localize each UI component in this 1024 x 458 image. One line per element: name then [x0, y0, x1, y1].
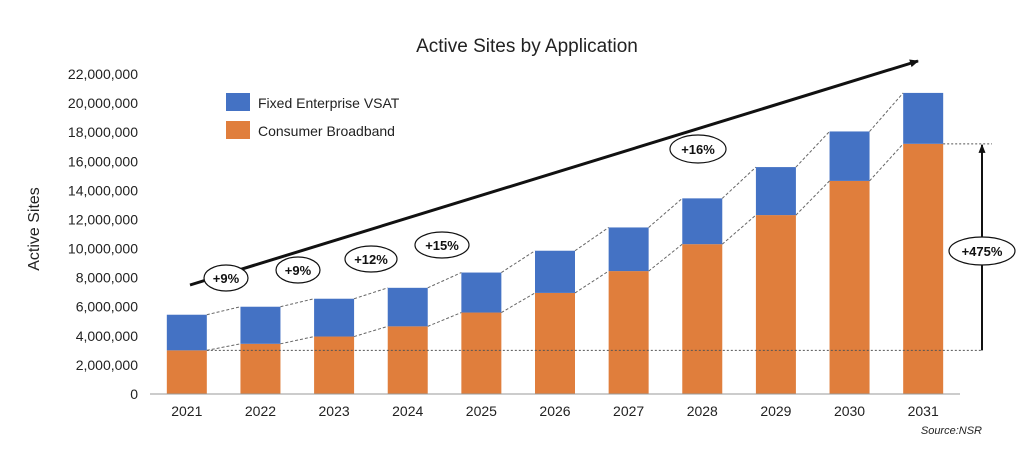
- growth-trend-arrow: [189, 59, 919, 287]
- y-tick-label: 10,000,000: [68, 241, 138, 257]
- growth-label-5: +16%: [669, 134, 727, 164]
- y-tick-label: 18,000,000: [68, 124, 138, 140]
- connector-line-total: [795, 131, 830, 168]
- bar-fixed-enterprise-vsat: [682, 198, 723, 245]
- y-tick-label: 2,000,000: [76, 357, 138, 373]
- total-growth-label: +475%: [962, 244, 1003, 259]
- bar-fixed-enterprise-vsat: [387, 287, 428, 327]
- x-tick-label: 2029: [760, 403, 791, 419]
- bar-consumer-broadband: [608, 271, 649, 394]
- total-growth-annotation: +475%: [206, 143, 1016, 351]
- bar-connector-lines: [206, 92, 904, 351]
- bar-fixed-enterprise-vsat: [535, 250, 575, 293]
- connector-line-total: [280, 298, 315, 308]
- bar-fixed-enterprise-vsat: [829, 131, 870, 181]
- bar-consumer-broadband: [387, 326, 428, 394]
- connector-line-total: [721, 166, 757, 199]
- y-tick-label: 8,000,000: [76, 270, 138, 286]
- legend-label-fixed-enterprise-vsat: Fixed Enterprise VSAT: [258, 95, 400, 111]
- y-axis-ticks: 0 2,000,000 4,000,000 6,000,000 8,000,000 10,…: [68, 66, 138, 402]
- x-tick-label: 2027: [613, 403, 644, 419]
- growth-label-text: +15%: [425, 238, 459, 253]
- bar-consumer-broadband: [903, 143, 944, 394]
- bar-consumer-broadband: [829, 180, 870, 394]
- bar-consumer-broadband: [682, 244, 723, 394]
- growth-label-1: +9%: [203, 264, 249, 292]
- legend-swatch-fixed-enterprise-vsat: [226, 93, 250, 111]
- y-tick-label: 20,000,000: [68, 95, 138, 111]
- bar-fixed-enterprise-vsat: [461, 272, 502, 313]
- trend-arrow-line: [189, 59, 919, 287]
- total-growth-bubble: [948, 236, 1016, 266]
- bar-fixed-enterprise-vsat: [166, 314, 207, 351]
- x-axis-ticks: 2021 2022 2023 2024 2025 2026 2027 2028 2029 2030…: [171, 403, 939, 419]
- bar-fixed-enterprise-vsat: [903, 92, 944, 144]
- connector-line-total: [574, 227, 609, 252]
- connector-line-broadband: [280, 336, 315, 345]
- bar-consumer-broadband: [314, 336, 355, 394]
- growth-bubble: [414, 231, 470, 259]
- bar-consumer-broadband: [461, 312, 502, 394]
- connector-line-broadband: [795, 180, 830, 216]
- growth-label-text: +16%: [681, 142, 715, 157]
- legend: Fixed Enterprise VSAT Consumer Broadband: [226, 93, 400, 139]
- growth-label-text: +9%: [285, 263, 312, 278]
- bar-fixed-enterprise-vsat: [314, 298, 355, 337]
- bar-consumer-broadband: [535, 292, 575, 394]
- x-tick-label: 2022: [245, 403, 276, 419]
- connector-line-total: [648, 197, 683, 228]
- y-tick-label: 16,000,000: [68, 153, 138, 169]
- connector-line-broadband: [574, 270, 609, 294]
- bars: [166, 92, 944, 394]
- chart-title: Active Sites by Application: [416, 36, 638, 57]
- x-tick-label: 2031: [908, 403, 939, 419]
- connector-line-broadband: [869, 143, 904, 182]
- bar-fixed-enterprise-vsat: [755, 167, 796, 216]
- x-tick-label: 2026: [539, 403, 570, 419]
- x-tick-label: 2030: [834, 403, 865, 419]
- growth-label-text: +9%: [213, 271, 240, 286]
- x-tick-label: 2024: [392, 403, 423, 419]
- bar-fixed-enterprise-vsat: [608, 227, 649, 272]
- connector-line-broadband: [721, 214, 757, 245]
- connector-line-total: [869, 92, 904, 132]
- x-tick-label: 2028: [687, 403, 718, 419]
- connector-line-total: [427, 272, 462, 289]
- growth-bubble: [344, 245, 398, 273]
- y-tick-label: 4,000,000: [76, 328, 138, 344]
- growth-bubble: [275, 256, 321, 284]
- bar-consumer-broadband: [755, 215, 796, 394]
- growth-label-4: +15%: [414, 231, 470, 259]
- connector-line-broadband: [648, 243, 683, 272]
- growth-label-text: +12%: [354, 252, 388, 267]
- y-tick-label: 6,000,000: [76, 299, 138, 315]
- x-tick-label: 2023: [319, 403, 350, 419]
- growth-bubble: [669, 134, 727, 164]
- growth-label-3: +12%: [344, 245, 398, 273]
- y-tick-label: 22,000,000: [68, 66, 138, 82]
- connector-line-broadband: [353, 325, 388, 338]
- x-tick-label: 2025: [466, 403, 497, 419]
- connector-line-total: [501, 250, 536, 273]
- y-tick-label: 12,000,000: [68, 211, 138, 227]
- bar-fixed-enterprise-vsat: [240, 306, 281, 344]
- bar-consumer-broadband: [240, 343, 281, 394]
- connector-line-broadband: [206, 343, 241, 351]
- bar-consumer-broadband: [166, 350, 207, 394]
- connector-line-total: [206, 306, 241, 316]
- connector-line-broadband: [501, 292, 536, 313]
- y-tick-label: 14,000,000: [68, 182, 138, 198]
- connector-line-broadband: [427, 312, 462, 327]
- growth-label-2: +9%: [275, 256, 321, 284]
- source-note: Source:NSR: [921, 425, 982, 437]
- legend-swatch-consumer-broadband: [226, 121, 250, 139]
- legend-label-consumer-broadband: Consumer Broadband: [258, 123, 395, 139]
- y-tick-label: 0: [130, 386, 138, 402]
- y-axis-label: Active Sites: [26, 187, 43, 271]
- connector-line-total: [353, 287, 388, 300]
- x-tick-label: 2021: [171, 403, 202, 419]
- growth-bubble: [203, 264, 249, 292]
